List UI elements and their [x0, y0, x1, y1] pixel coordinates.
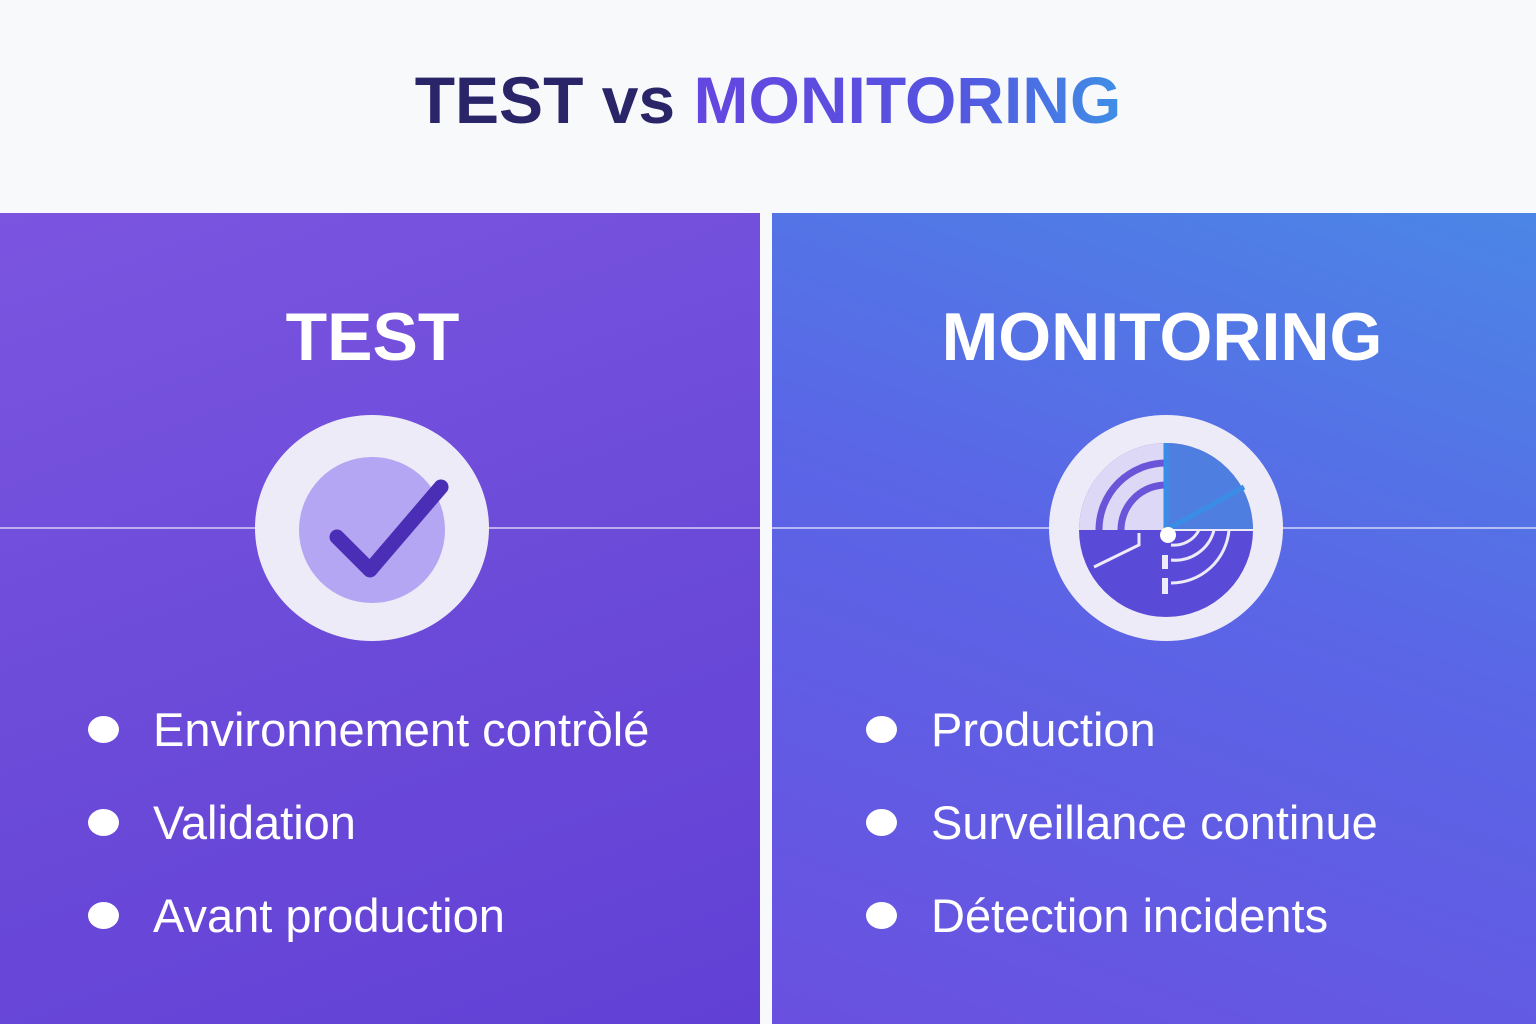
bullet-icon — [866, 716, 897, 743]
title-test: TEST vs — [414, 63, 676, 137]
test-list: Environnement contròlé Validation Avant … — [88, 683, 649, 962]
item-text: Validation — [153, 796, 356, 849]
checkmark-icon — [255, 415, 489, 641]
monitoring-list: Production Surveillance continue Détecti… — [866, 683, 1378, 962]
list-item: Avant production — [88, 869, 649, 962]
item-text: Environnement contròlé — [153, 703, 650, 756]
item-text: Surveillance continue — [931, 796, 1378, 849]
page-title: TEST vs MONITORING — [0, 62, 1536, 138]
list-item: Détection incidents — [866, 869, 1378, 962]
bullet-icon — [88, 716, 119, 743]
bullet-icon — [866, 809, 897, 836]
test-panel: TEST Environnement contròlé Validation A… — [0, 213, 760, 1024]
list-item: Environnement contròlé — [88, 683, 649, 776]
monitoring-panel: MONITORING Production Surveillance conti… — [772, 213, 1536, 1024]
bullet-icon — [88, 809, 119, 836]
item-text: Détection incidents — [931, 889, 1329, 942]
radar-icon — [1049, 415, 1283, 641]
monitoring-heading: MONITORING — [941, 299, 1383, 375]
test-heading: TEST — [285, 299, 460, 375]
list-item: Surveillance continue — [866, 776, 1378, 869]
item-text: Avant production — [153, 889, 505, 942]
bullet-icon — [866, 902, 897, 929]
item-text: Production — [931, 703, 1156, 756]
bullet-icon — [88, 902, 119, 929]
title-monitoring: MONITORING — [693, 63, 1122, 137]
list-item: Production — [866, 683, 1378, 776]
list-item: Validation — [88, 776, 649, 869]
